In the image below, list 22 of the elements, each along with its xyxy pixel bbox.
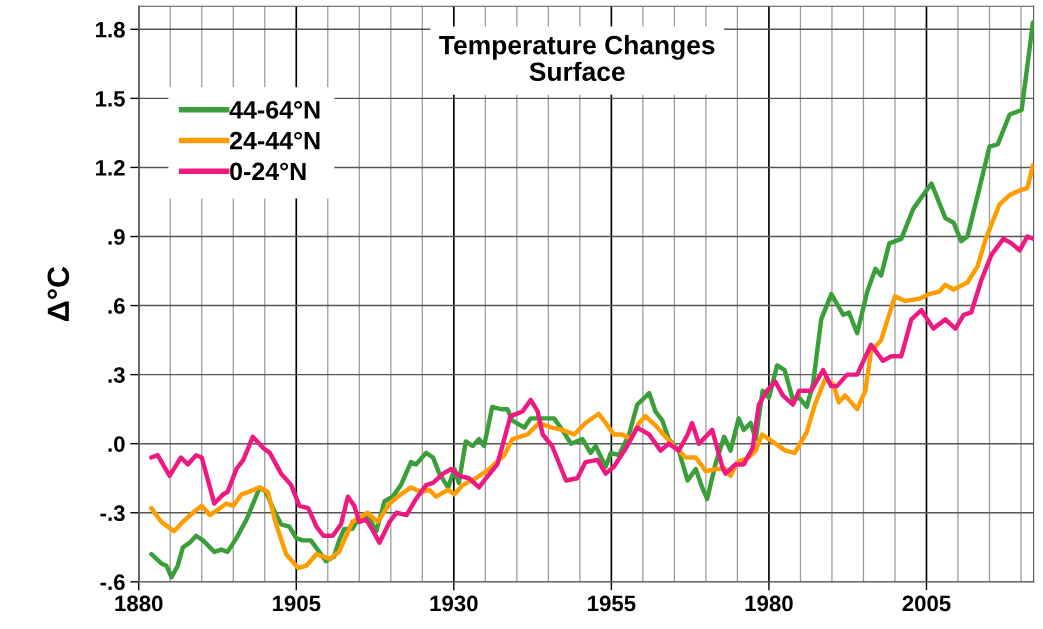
- text: Temperature Changes Surface: [439, 35, 715, 82]
- x-tick-label: 1930: [430, 595, 478, 612]
- y-tick-label: .9: [108, 229, 125, 245]
- legend-label: 0-24°N: [230, 162, 306, 181]
- x-tick-label: 2005: [902, 595, 951, 612]
- line-series: [149, 234, 1034, 545]
- y-tick-label: .0: [108, 436, 125, 452]
- y-tick-label: 1.8: [96, 21, 125, 38]
- x-tick-label: 1955: [588, 595, 636, 612]
- y-tick-label: .6: [108, 298, 125, 314]
- x-tick-label: 1905: [272, 595, 321, 612]
- y-tick-label: 1.5: [96, 91, 125, 107]
- y-tick-label: .3: [108, 367, 125, 383]
- y-tick-label: -.3: [100, 505, 125, 522]
- x-tick-label: 1880: [115, 595, 163, 612]
- legend-label: 44-64°N: [229, 101, 320, 119]
- y-tick-label: -.6: [100, 574, 125, 591]
- y-tick-label: 1.2: [96, 159, 125, 176]
- x-tick-label: 1980: [745, 595, 793, 612]
- line-series: [149, 162, 1034, 571]
- legend-label: 24-44°N: [229, 131, 320, 150]
- y-axis-title: Δ°C: [47, 266, 70, 321]
